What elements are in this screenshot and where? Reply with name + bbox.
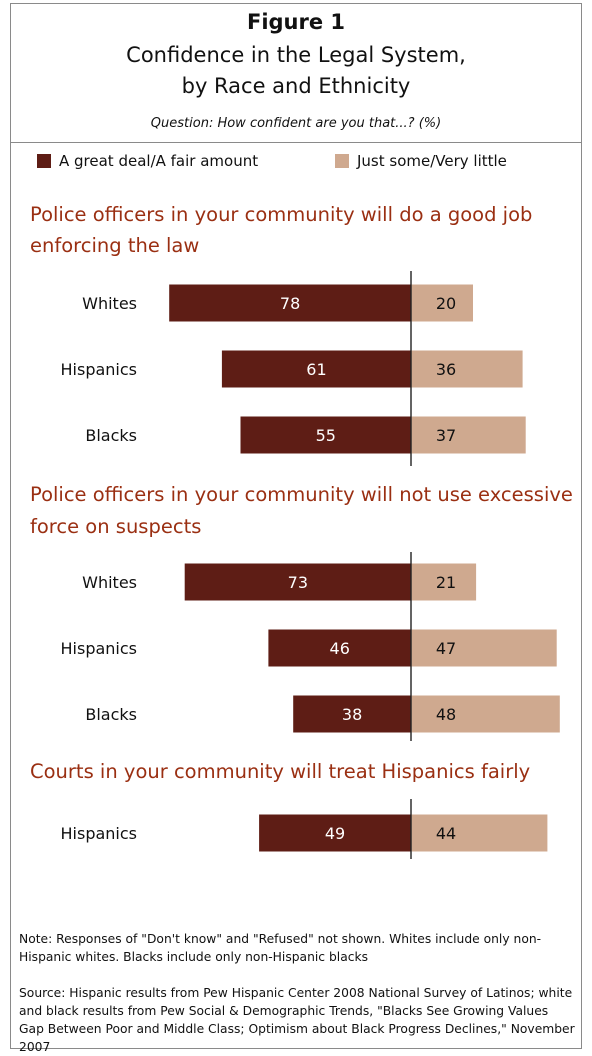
- bar-negative-0-0: [411, 284, 473, 322]
- diverging-bar-chart: Police officers in your community will d…: [30, 203, 573, 859]
- category-label-0-2: Blacks: [85, 426, 137, 445]
- data-label-positive-0-0: 78: [280, 294, 300, 313]
- figure-title: Figure 1: [246, 10, 346, 34]
- data-label-positive-1-2: 38: [342, 705, 362, 724]
- data-label-negative-1-1: 47: [436, 639, 456, 658]
- data-label-positive-0-2: 55: [316, 426, 336, 445]
- category-label-1-1: Hispanics: [61, 639, 138, 658]
- figure-subtitle-line-2: by Race and Ethnicity: [181, 74, 411, 98]
- data-label-negative-2-0: 44: [436, 824, 456, 843]
- figure-header: Figure 1 Confidence in the Legal System,…: [11, 4, 581, 144]
- bar-positive-1-2: [293, 695, 411, 733]
- bar-positive-0-0: [169, 284, 411, 322]
- legend-item-positive: A great deal/A fair amount: [37, 152, 258, 170]
- data-label-negative-1-2: 48: [436, 705, 456, 724]
- panel-2-title-line-0: Courts in your community will treat Hisp…: [30, 760, 530, 783]
- legend-label-positive: A great deal/A fair amount: [59, 152, 259, 170]
- bar-negative-1-1: [411, 629, 557, 667]
- bar-negative-0-2: [411, 416, 526, 454]
- bar-positive-2-0: [259, 814, 411, 852]
- footnote-source: Source: Hispanic results from Pew Hispan…: [19, 986, 575, 1054]
- panel-1-title-line-1: force on suspects: [30, 515, 201, 538]
- bar-negative-1-0: [411, 563, 477, 601]
- panel-0-title-line-0: Police officers in your community will d…: [30, 203, 532, 226]
- legend-swatch-positive: [37, 154, 51, 168]
- data-label-positive-0-1: 61: [306, 360, 326, 379]
- figure-subtitle: Confidence in the Legal System, by Race …: [11, 40, 581, 102]
- bar-negative-0-1: [411, 350, 523, 388]
- legend-swatch-negative: [335, 154, 349, 168]
- bar-positive-1-1: [268, 629, 411, 667]
- data-label-negative-0-1: 36: [436, 360, 456, 379]
- data-label-positive-2-0: 49: [325, 824, 345, 843]
- footnote-note: Note: Responses of "Don't know" and "Ref…: [19, 932, 542, 964]
- bar-negative-2-0: [411, 814, 548, 852]
- bar-positive-1-0: [184, 563, 411, 601]
- data-label-positive-1-0: 73: [288, 573, 308, 592]
- legend-item-negative: Just some/Very little: [335, 152, 507, 170]
- category-label-1-2: Blacks: [85, 705, 137, 724]
- figure-frame: Figure 1 Confidence in the Legal System,…: [10, 3, 582, 1054]
- category-label-2-0: Hispanics: [61, 824, 138, 843]
- bar-negative-1-2: [411, 695, 560, 733]
- category-label-0-0: Whites: [82, 294, 137, 313]
- figure-subtitle-line-1: Confidence in the Legal System,: [126, 43, 466, 67]
- category-label-0-1: Hispanics: [61, 360, 138, 379]
- data-label-negative-1-0: 21: [436, 573, 456, 592]
- data-label-positive-1-1: 46: [330, 639, 350, 658]
- chart-legend: A great deal/A fair amount Just some/Ver…: [11, 148, 581, 178]
- bar-positive-0-2: [240, 416, 411, 454]
- header-divider: [11, 142, 581, 143]
- data-label-negative-0-0: 20: [436, 294, 456, 313]
- bar-positive-0-1: [221, 350, 411, 388]
- category-label-1-0: Whites: [82, 573, 137, 592]
- legend-label-negative: Just some/Very little: [357, 152, 507, 170]
- panel-1-title-line-0: Police officers in your community will n…: [30, 483, 573, 506]
- question-text: Question: How confident are you that...?…: [150, 116, 442, 131]
- data-label-negative-0-2: 37: [436, 426, 456, 445]
- panel-0-title-line-1: enforcing the law: [30, 234, 199, 257]
